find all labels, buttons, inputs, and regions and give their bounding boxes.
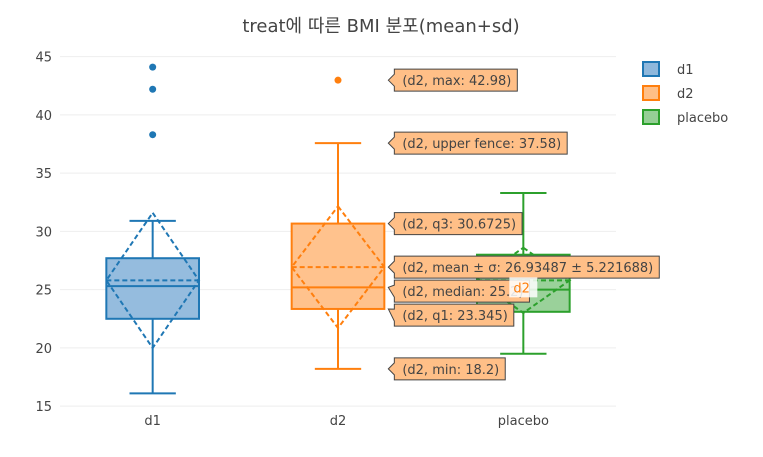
hover-label-box: [387, 255, 660, 279]
y-tick-label: 40: [35, 109, 52, 124]
hover-label-text: (d2, upper fence: 37.58): [402, 137, 561, 152]
hover-labels: (d2, max: 42.98) (d2, upper fence: 37.58)…: [387, 68, 660, 381]
x-axis-tick-labels: d1 d2 placebo: [144, 414, 549, 429]
sd-diamond: [290, 204, 386, 330]
x-tick-label: placebo: [498, 414, 549, 429]
hover-label: (d2, q3: 30.6725): [387, 212, 523, 236]
hover-label-text: (d2, min: 18.2): [402, 363, 499, 378]
hover-label-text: (d2, max: 42.98): [402, 74, 511, 89]
hover-label: (d2, mean ± σ: 26.93487 ± 5.221688): [387, 255, 660, 279]
legend-swatch: [642, 109, 660, 125]
x-tick-label: d1: [144, 414, 161, 429]
outlier-point[interactable]: [149, 85, 157, 93]
box-iqr[interactable]: [290, 222, 386, 310]
hover-label-text: (d2, q3: 30.6725): [402, 218, 516, 233]
sd-diamond: [105, 211, 201, 350]
y-tick-label: 20: [35, 342, 52, 357]
hover-trace-name-bg: [509, 277, 538, 298]
legend-item-d1[interactable]: d1: [642, 61, 694, 78]
box-trace-d2[interactable]: [290, 76, 386, 370]
outlier-point[interactable]: [149, 131, 157, 139]
legend-swatch: [642, 85, 660, 101]
y-tick-label: 15: [35, 400, 52, 415]
legend-label: d1: [677, 63, 694, 78]
legend-item-d2[interactable]: d2: [642, 85, 694, 102]
box-trace-d1[interactable]: [105, 63, 201, 395]
hover-label: (d2, upper fence: 37.58): [387, 131, 568, 155]
y-tick-label: 35: [35, 167, 52, 182]
y-axis-tick-labels: 15 20 25 30 35 40 45: [35, 51, 52, 416]
y-tick-label: 30: [35, 225, 52, 240]
legend[interactable]: d1 d2 placebo: [642, 61, 728, 126]
box-iqr[interactable]: [105, 257, 200, 320]
y-tick-label: 25: [35, 284, 52, 299]
hover-label-text: (d2, median: 25.2): [402, 285, 523, 300]
hover-trace-name: d2: [513, 281, 530, 296]
legend-swatch: [642, 61, 660, 77]
hover-trace-name-tag: d2: [509, 277, 538, 298]
outlier-point[interactable]: [149, 63, 157, 71]
hover-label: (d2, q1: 23.345): [387, 303, 515, 327]
hover-label-box: [387, 68, 518, 92]
hover-label-box: [387, 212, 523, 236]
hover-label-box: [387, 357, 506, 381]
legend-label: d2: [677, 87, 694, 102]
chart-title: treat에 따른 BMI 분포(mean+sd): [242, 16, 519, 37]
hover-label: (d2, min: 18.2): [387, 357, 506, 381]
legend-item-placebo[interactable]: placebo: [642, 109, 728, 126]
hover-label-text: (d2, q1: 23.345): [402, 309, 507, 324]
legend-label: placebo: [677, 111, 728, 126]
hover-label: (d2, median: 25.2): [387, 279, 530, 303]
outlier-point[interactable]: [334, 76, 342, 84]
hover-label-text: (d2, mean ± σ: 26.93487 ± 5.221688): [402, 261, 653, 276]
hover-label-box: [387, 131, 568, 155]
y-tick-label: 45: [35, 51, 52, 66]
x-tick-label: d2: [330, 414, 347, 429]
hover-label: (d2, max: 42.98): [387, 68, 518, 92]
hover-label-box: [387, 303, 515, 327]
